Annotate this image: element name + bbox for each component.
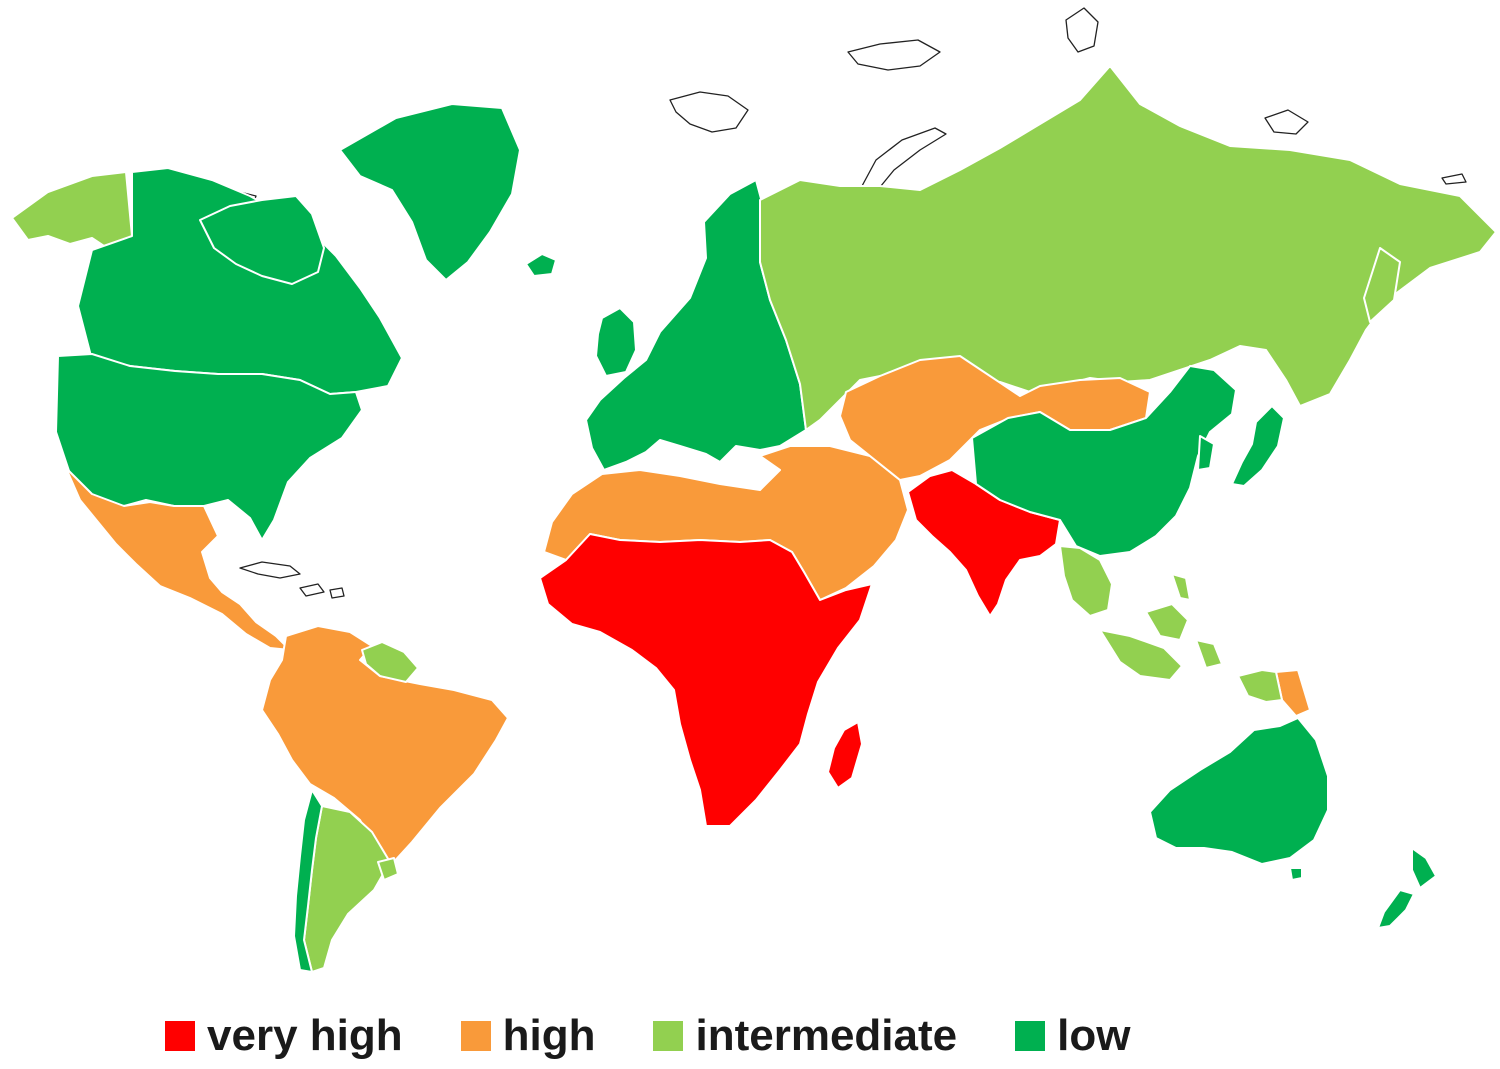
legend-label-very-high: very high [207, 1011, 403, 1060]
region-tasmania [1289, 867, 1303, 881]
region-western-new-guinea [1237, 669, 1283, 703]
region-greenland [339, 103, 521, 281]
svalbard-islands [669, 91, 749, 133]
legend-item-very-high: very high [165, 1014, 403, 1058]
legend-label-low: low [1057, 1011, 1131, 1060]
caribbean-islands [239, 561, 345, 599]
legend: very high high intermediate low [165, 1008, 1365, 1064]
region-new-zealand [1377, 847, 1437, 929]
region-alaska [11, 171, 133, 251]
new-siberian-islands [1264, 109, 1309, 135]
region-sub-saharan-africa [539, 533, 873, 827]
world-map [11, 7, 1497, 973]
legend-swatch-very-high [165, 1021, 195, 1051]
legend-item-intermediate: intermediate [653, 1014, 957, 1058]
legend-item-high: high [460, 1011, 596, 1060]
region-canada-islands [199, 195, 325, 285]
legend-label-high: high [502, 1011, 596, 1060]
region-southeast-asia [1059, 545, 1223, 681]
franz-josef-islands [847, 39, 941, 71]
wrangel-island [1441, 173, 1467, 185]
region-south-america-north [261, 625, 509, 867]
region-japan-korea [1197, 405, 1285, 487]
novaya-zemlya [861, 127, 947, 193]
region-uruguay [377, 857, 399, 881]
region-chile [293, 789, 323, 973]
region-iceland [525, 253, 557, 277]
legend-swatch-high [460, 1021, 491, 1051]
severnaya-zemlya [1065, 7, 1099, 53]
region-russia [759, 65, 1497, 431]
region-kamchatka [1363, 247, 1401, 323]
legend-swatch-intermediate [653, 1021, 684, 1051]
legend-label-intermediate: intermediate [695, 1011, 958, 1060]
region-madagascar [827, 721, 863, 789]
region-mexico-central-america [65, 467, 291, 651]
region-british-isles [595, 307, 637, 377]
legend-swatch-low [1015, 1021, 1046, 1051]
legend-item-low: low [1015, 1014, 1130, 1058]
region-guianas [361, 641, 419, 683]
region-australia [1149, 717, 1329, 865]
